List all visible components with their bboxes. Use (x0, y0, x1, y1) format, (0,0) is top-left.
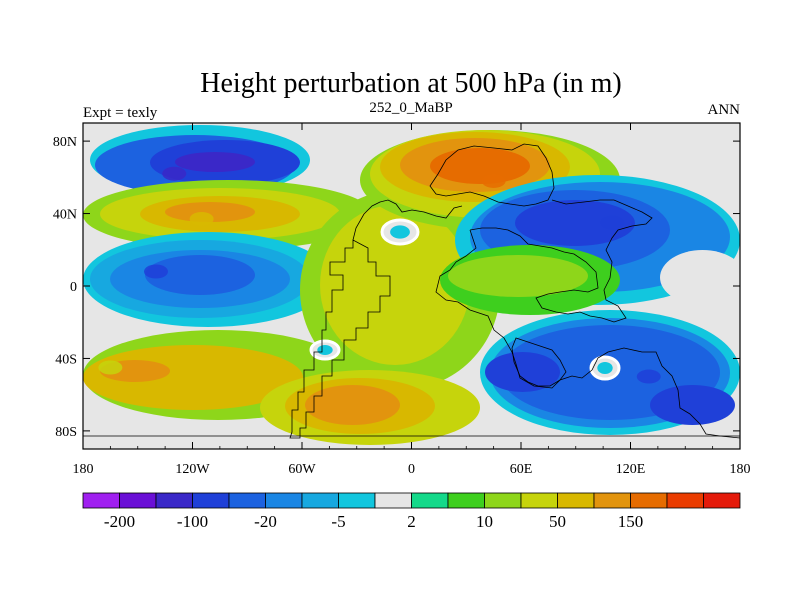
colorbar-label: 10 (476, 512, 493, 531)
x-tick-label: 180 (73, 462, 94, 477)
colorbar-box (666, 492, 704, 509)
colorbar-box (447, 492, 485, 509)
colorbar-box (192, 492, 230, 509)
x-tick-label: 180 (730, 462, 751, 477)
feature-south-atlantic-high (353, 400, 378, 415)
y-tick-label: 80N (53, 135, 77, 150)
colorbar-box (119, 492, 157, 509)
atlantic-lime (320, 205, 470, 365)
colorbar-label: 150 (618, 512, 644, 531)
colorbar-box (301, 492, 339, 509)
southern-ocean-core-east (650, 385, 735, 425)
ring-north-atlantic-core (390, 225, 410, 239)
south-atlantic-orange (305, 385, 400, 425)
colorbar-box (82, 492, 120, 509)
colorbar-label: -5 (331, 512, 345, 531)
australia-outline (511, 337, 567, 387)
colorbar-label: 50 (549, 512, 566, 531)
colorbar-label: -100 (177, 512, 208, 531)
colorbar-box (374, 492, 412, 509)
colorbar-box (703, 492, 741, 509)
feature-north-pacific-low (162, 166, 187, 181)
colorbar-box (265, 492, 303, 509)
y-axis: 80N 40N 0 40S 80S (53, 135, 740, 440)
colorbar-box (411, 492, 449, 509)
colorbar-box (630, 492, 668, 509)
feature-north-america-ridge (189, 211, 214, 226)
east-asia-core (515, 200, 635, 246)
x-axis: 180 120W 60W 0 60E 120E 180 (73, 123, 751, 477)
x-tick-label: 60W (288, 462, 316, 477)
height-field (83, 123, 740, 449)
y-tick-label: 80S (55, 425, 77, 440)
y-tick-label: 40N (53, 208, 77, 223)
colorbar-label: -200 (104, 512, 135, 531)
na-ridge-core (165, 202, 255, 222)
feature-south-pacific-low (98, 360, 123, 375)
x-tick-label: 60E (510, 462, 533, 477)
asia-outline (469, 199, 653, 323)
south-america-outline (289, 239, 391, 439)
colorbar-box (593, 492, 631, 509)
colorbar-box (228, 492, 266, 509)
feature-southern-ocean-low (636, 369, 661, 384)
right-string: ANN (708, 102, 741, 118)
feature-asia-high (481, 173, 506, 188)
colorbar-box (155, 492, 193, 509)
colorbar-box (338, 492, 376, 509)
chart-title: Height perturbation at 500 hPa (in m) (200, 68, 621, 99)
eurasia-outline (435, 229, 740, 439)
colorbar-label: -20 (254, 512, 277, 531)
x-tick-label: 0 (408, 462, 415, 477)
x-tick-label: 120E (616, 462, 646, 477)
southern-ocean-core (485, 352, 560, 392)
colorbar: -200 -100 -20 -5 2 10 50 150 (82, 492, 741, 531)
x-tick-label: 120W (175, 462, 210, 477)
asia-orange (430, 148, 530, 184)
left-string: Expt = texly (83, 105, 158, 121)
ring-australia-core (597, 361, 613, 375)
north-pole-gray (640, 123, 740, 135)
feature-tropical-pacific-low (144, 264, 168, 279)
greenland-outline (429, 143, 555, 207)
colorbar-box (557, 492, 595, 509)
east-pacific-gray (660, 250, 740, 305)
y-tick-label: 40S (55, 352, 77, 367)
center-string: 252_0_MaBP (369, 100, 452, 116)
ring-south-america-core (317, 345, 333, 355)
colorbar-label: 2 (407, 512, 416, 531)
colorbar-box (484, 492, 522, 509)
colorbar-box (520, 492, 558, 509)
continent-outlines (83, 143, 740, 439)
tropic-pacific-core (145, 255, 255, 295)
feature-east-asia-low (600, 215, 625, 230)
y-tick-label: 0 (70, 280, 77, 295)
north-america-outline (352, 199, 463, 241)
tropic-east-lime (448, 255, 588, 297)
pacific-low-center (175, 152, 255, 172)
